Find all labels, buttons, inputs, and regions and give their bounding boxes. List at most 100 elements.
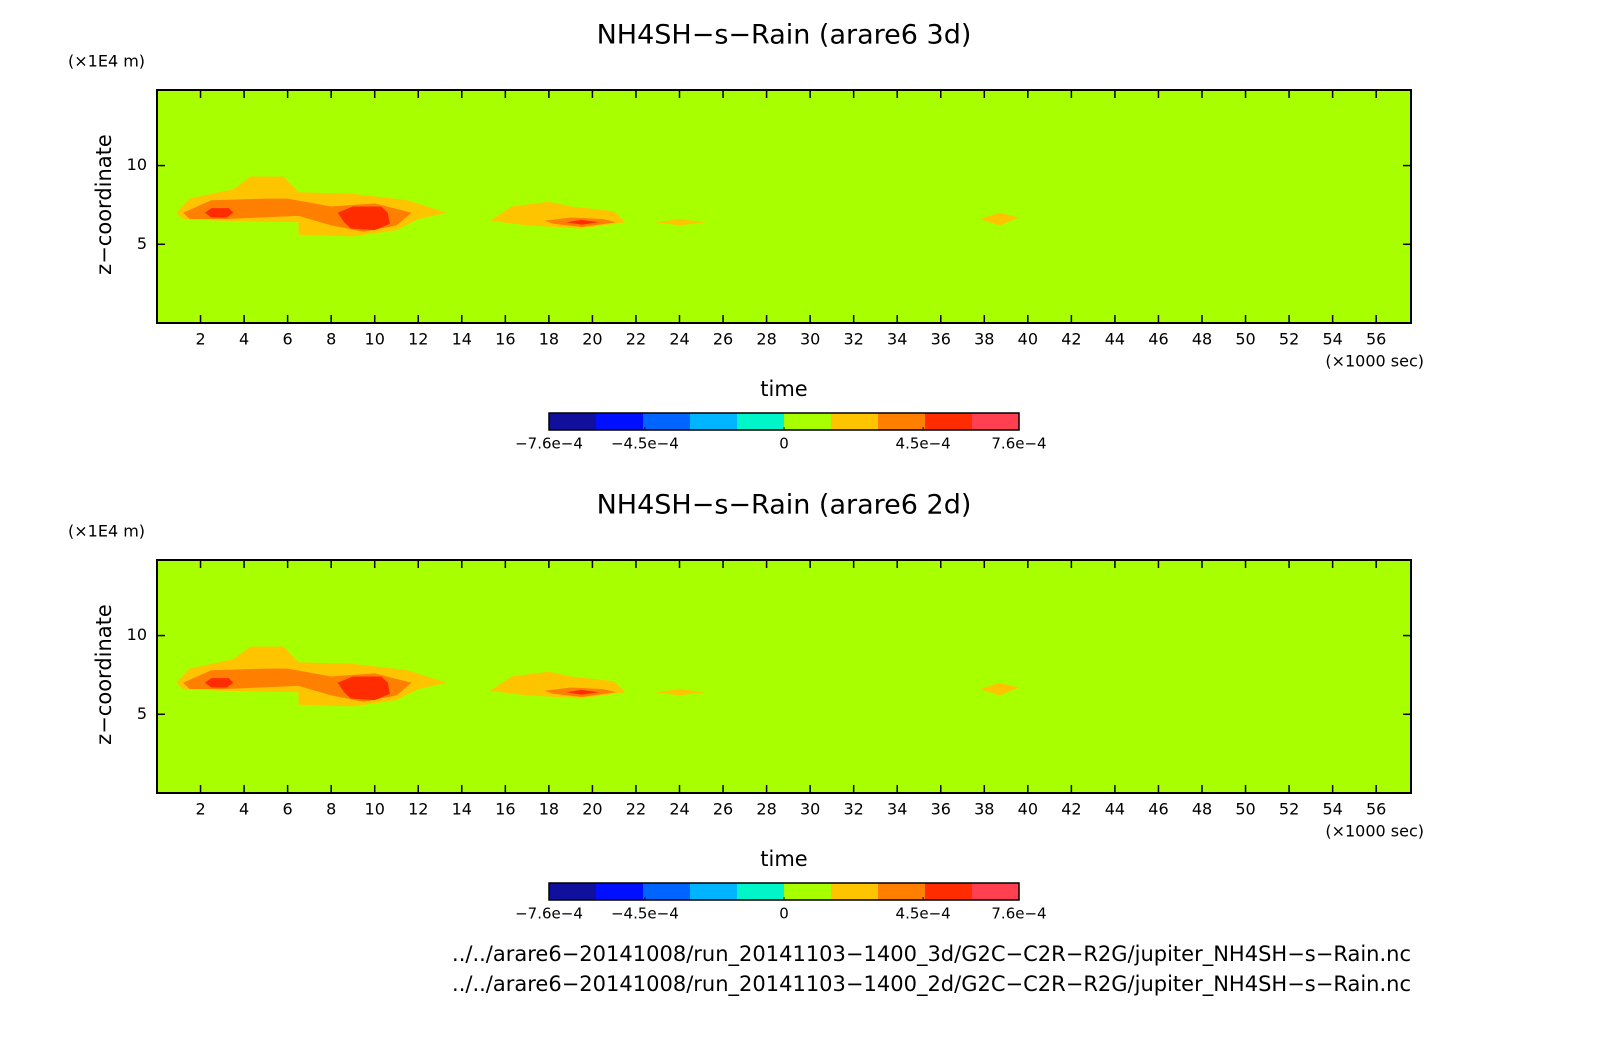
x-tick-label: 8 [326,330,336,349]
x-tick-label: 36 [931,330,951,349]
file-path: ../../arare6−20141008/run_20141103−1400_… [452,972,1411,997]
chart-title: NH4SH−s−Rain (arare6 3d) [597,20,972,51]
colorbar-tick-label: 7.6e−4 [991,435,1046,453]
x-unit: (×1000 sec) [1325,822,1424,841]
colorbar-swatch [925,413,973,430]
colorbar-swatch [972,413,1020,430]
x-tick-label: 16 [495,800,515,819]
x-tick-label: 18 [539,800,559,819]
x-tick-label: 22 [626,330,646,349]
x-tick-label: 28 [756,800,776,819]
contour-region [655,689,706,696]
contour-region [566,689,599,695]
x-tick-label: 24 [669,800,689,819]
colorbar-swatch [549,413,597,430]
colorbar-tick-label: 7.6e−4 [991,905,1046,923]
x-tick-label: 54 [1322,800,1342,819]
x-tick-label: 16 [495,330,515,349]
x-tick-label: 34 [887,330,907,349]
colorbar-swatch [737,883,785,900]
colorbar-swatch [596,413,644,430]
contour-region [566,219,599,225]
contour-region [337,676,390,701]
y-tick-label: 10 [127,155,147,174]
colorbar-swatch [972,883,1020,900]
y-unit: (×1E4 m) [68,522,145,541]
colorbar-tick-label: −4.5e−4 [611,905,679,923]
x-tick-label: 26 [713,330,733,349]
colorbar-swatch [643,883,691,900]
x-tick-label: 30 [800,330,820,349]
x-tick-label: 34 [887,800,907,819]
x-tick-label: 48 [1192,330,1212,349]
y-unit: (×1E4 m) [68,52,145,71]
x-tick-label: 20 [582,800,602,819]
x-tick-label: 32 [843,800,863,819]
x-tick-label: 44 [1105,330,1125,349]
x-tick-label: 40 [1018,800,1038,819]
x-tick-label: 56 [1366,330,1386,349]
colorbar-tick-label: 4.5e−4 [896,435,951,453]
y-tick-label: 5 [137,234,147,253]
x-tick-label: 40 [1018,330,1038,349]
colorbar-swatch [690,413,738,430]
x-tick-label: 38 [974,800,994,819]
x-tick-label: 42 [1061,800,1081,819]
plot-frame [156,89,1412,324]
x-tick-label: 50 [1235,800,1255,819]
colorbar-swatch [784,883,832,900]
contour-region [655,219,706,226]
colorbar-swatch [596,883,644,900]
contour-region [337,206,390,231]
x-tick-label: 10 [365,800,385,819]
x-tick-label: 2 [195,330,205,349]
plot-frame [156,559,1412,794]
x-unit: (×1000 sec) [1325,352,1424,371]
x-tick-label: 26 [713,800,733,819]
y-axis-label: z−coordinate [92,134,116,275]
x-tick-label: 32 [843,330,863,349]
x-tick-label: 6 [283,800,293,819]
x-tick-label: 50 [1235,330,1255,349]
contour-region [204,678,234,688]
colorbar-swatch [737,413,785,430]
x-tick-label: 18 [539,330,559,349]
x-tick-label: 54 [1322,330,1342,349]
colorbar-swatch [784,413,832,430]
y-axis-label: z−coordinate [92,604,116,745]
x-tick-label: 56 [1366,800,1386,819]
x-tick-label: 22 [626,800,646,819]
contour-region [979,682,1020,696]
x-tick-label: 14 [452,330,472,349]
colorbar-tick-label: 0 [779,435,789,453]
x-axis-label: time [760,847,807,871]
x-tick-label: 4 [239,800,249,819]
x-tick-label: 2 [195,800,205,819]
x-tick-label: 24 [669,330,689,349]
colorbar-swatch [831,883,879,900]
colorbar-swatch [878,883,926,900]
colorbar-swatch [925,883,973,900]
x-tick-label: 10 [365,330,385,349]
x-tick-label: 52 [1279,800,1299,819]
x-tick-label: 48 [1192,800,1212,819]
colorbar-tick-label: −7.6e−4 [515,905,583,923]
colorbar-swatch [643,413,691,430]
x-tick-label: 4 [239,330,249,349]
file-path: ../../arare6−20141008/run_20141103−1400_… [452,942,1411,967]
colorbar-tick-label: 4.5e−4 [896,905,951,923]
x-tick-label: 28 [756,330,776,349]
x-tick-label: 12 [408,330,428,349]
colorbar-tick-label: −7.6e−4 [515,435,583,453]
x-tick-label: 14 [452,800,472,819]
x-tick-label: 30 [800,800,820,819]
x-tick-label: 42 [1061,330,1081,349]
x-tick-label: 6 [283,330,293,349]
y-tick-label: 10 [127,625,147,644]
contour-region [204,208,234,218]
x-axis-label: time [760,377,807,401]
x-tick-label: 12 [408,800,428,819]
x-tick-label: 38 [974,330,994,349]
x-tick-label: 20 [582,330,602,349]
